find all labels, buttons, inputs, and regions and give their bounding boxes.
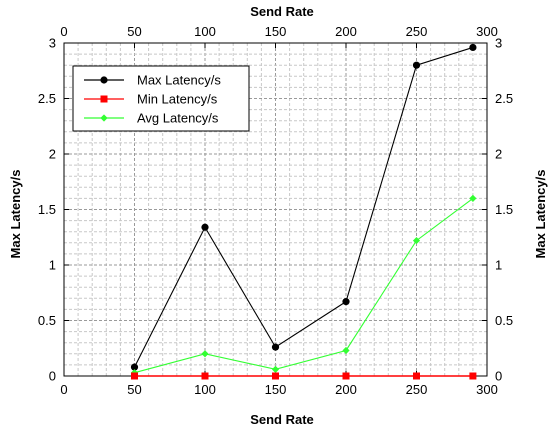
y-tick-label-left: 1 [49,258,56,273]
x-tick-label-top: 300 [476,24,498,39]
data-point [342,298,350,306]
series-min-latency-s [131,372,477,380]
y-tick-label-right: 0 [495,369,502,384]
legend-entry: Max Latency/s [84,73,221,88]
x-tick-label-top: 50 [127,24,141,39]
y-tick-label-left: 3 [49,36,56,51]
legend-marker [100,95,108,103]
y-tick-label-right: 1.5 [495,202,513,217]
x-tick-label-bottom: 150 [265,382,287,397]
legend-marker [100,114,108,122]
data-point [469,372,477,380]
x-tick-label-top: 150 [265,24,287,39]
y-tick-label-right: 2 [495,147,502,162]
data-point [272,372,279,380]
y-tick-label-right: 2.5 [495,91,513,106]
y-tick-label-right: 1 [495,258,502,273]
y-axis-title-right: Max Latency/s [533,170,548,259]
x-axis-title-top: Send Rate [250,4,314,19]
x-tick-label-top: 0 [60,24,67,39]
data-point [271,365,280,373]
legend-label: Max Latency/s [137,73,221,88]
y-tick-label-left: 0 [49,369,56,384]
data-point [413,372,420,380]
legend-label: Min Latency/s [137,92,218,107]
legend: Max Latency/s Min Latency/s Avg Latency/s [72,65,250,132]
legend-marker [100,76,108,84]
series-avg-latency-s [130,194,477,377]
data-point [469,43,477,52]
data-point [130,363,139,371]
data-point [342,346,350,355]
legend-entry: Min Latency/s [84,92,218,107]
y-axis-title-left: Max Latency/s [8,170,23,259]
data-point [201,350,209,358]
y-tick-label-left: 0.5 [38,313,56,328]
y-tick-label-right: 0.5 [495,313,513,328]
data-point [131,372,138,380]
series-layer [130,43,477,380]
x-tick-label-bottom: 250 [406,382,428,397]
data-point [412,61,421,69]
series-line [134,197,474,374]
x-tick-label-bottom: 0 [60,382,67,397]
legend-entry: Avg Latency/s [84,111,219,126]
series-line [134,46,474,368]
x-axis-title-bottom: Send Rate [250,412,314,427]
y-tick-label-left: 2 [49,147,56,162]
y-tick-label-left: 2.5 [38,91,56,106]
series-max-latency-s [130,43,477,371]
data-point [469,194,477,202]
x-tick-label-top: 200 [335,24,357,39]
y-tick-label-left: 1.5 [38,202,56,217]
x-tick-label-top: 100 [194,24,216,39]
data-point [412,236,421,245]
legend-label: Avg Latency/s [137,111,219,126]
x-tick-label-bottom: 300 [476,382,498,397]
data-point [201,223,209,231]
data-point [342,372,350,380]
x-tick-label-bottom: 100 [194,382,216,397]
y-tick-label-right: 3 [495,36,502,51]
data-point [271,343,280,351]
x-tick-label-bottom: 50 [127,382,141,397]
x-tick-label-bottom: 200 [335,382,357,397]
data-point [201,372,209,380]
x-tick-label-top: 250 [406,24,428,39]
